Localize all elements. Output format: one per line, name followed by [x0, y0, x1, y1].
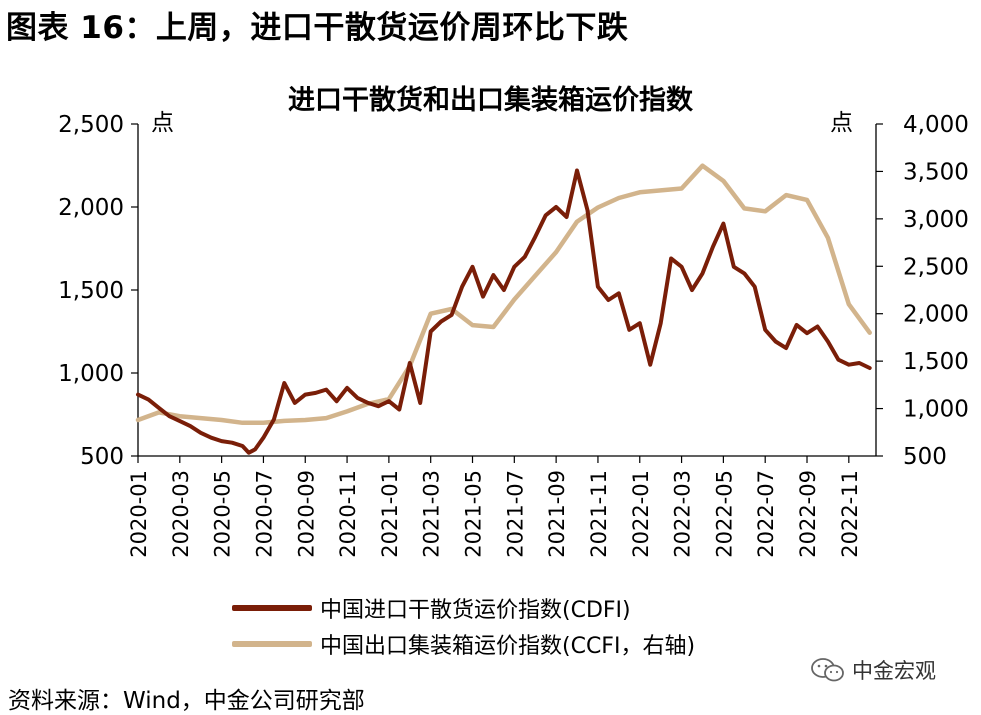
x-tick-label: 2022-11: [838, 470, 862, 558]
legend: 中国进口干散货运价指数(CDFI) 中国出口集装箱运价指数(CCFI，右轴): [232, 590, 695, 662]
watermark: 中金宏观: [810, 655, 936, 685]
x-tick-label: 2020-01: [127, 470, 151, 558]
x-tick-label: 2021-03: [420, 470, 444, 558]
left-tick-label: 1,000: [58, 361, 124, 387]
right-tick-label: 2,500: [903, 254, 969, 280]
legend-label-ccfi: 中国出口集装箱运价指数(CCFI，右轴): [320, 634, 696, 659]
x-tick-label: 2022-01: [629, 470, 653, 558]
right-tick-label: 500: [903, 444, 947, 470]
x-tick-label: 2021-05: [462, 470, 486, 558]
right-tick-label: 2,000: [903, 302, 969, 328]
left-tick-label: 500: [80, 444, 124, 470]
legend-label-cdfi: 中国进口干散货运价指数(CDFI): [320, 598, 631, 623]
x-tick-label: 2021-11: [587, 470, 611, 558]
x-tick-label: 2022-09: [796, 470, 820, 558]
x-tick-label: 2021-07: [503, 470, 527, 558]
watermark-text: 中金宏观: [852, 659, 936, 683]
left-tick-label: 1,500: [58, 278, 124, 304]
x-tick-label: 2021-01: [378, 470, 402, 558]
chart-title: 进口干散货和出口集装箱运价指数: [288, 85, 693, 116]
right-tick-label: 3,000: [903, 207, 969, 233]
source-note: 资料来源：Wind，中金公司研究部: [8, 688, 365, 714]
x-tick-label: 2020-11: [336, 470, 360, 558]
left-tick-label: 2,500: [58, 112, 124, 138]
legend-item-cdfi: 中国进口干散货运价指数(CDFI): [232, 590, 695, 626]
x-tick-label: 2022-03: [671, 470, 695, 558]
x-tick-label: 2022-05: [712, 470, 736, 558]
legend-item-ccfi: 中国出口集装箱运价指数(CCFI，右轴): [232, 626, 695, 662]
right-tick-label: 4,000: [903, 112, 969, 138]
x-tick-label: 2020-07: [252, 470, 276, 558]
right-tick-label: 1,000: [903, 397, 969, 423]
wechat-icon: [811, 658, 844, 682]
legend-swatch-ccfi: [232, 641, 312, 647]
x-tick-label: 2022-07: [754, 470, 778, 558]
legend-swatch-cdfi: [232, 605, 312, 611]
figure-title: 图表 16：上周，进口干散货运价周环比下跌: [6, 10, 629, 46]
right-axis-unit: 点: [830, 110, 853, 136]
series-line-ccfi: [135, 163, 872, 426]
x-tick-label: 2020-09: [294, 470, 318, 558]
x-tick-label: 2021-09: [545, 470, 569, 558]
right-tick-label: 3,500: [903, 159, 969, 185]
series-line-cdfi: [136, 168, 872, 455]
left-tick-label: 2,000: [58, 195, 124, 221]
x-tick-label: 2020-05: [211, 470, 235, 558]
x-tick-label: 2020-03: [169, 470, 193, 558]
left-axis-unit: 点: [151, 110, 174, 136]
right-tick-label: 1,500: [903, 349, 969, 375]
